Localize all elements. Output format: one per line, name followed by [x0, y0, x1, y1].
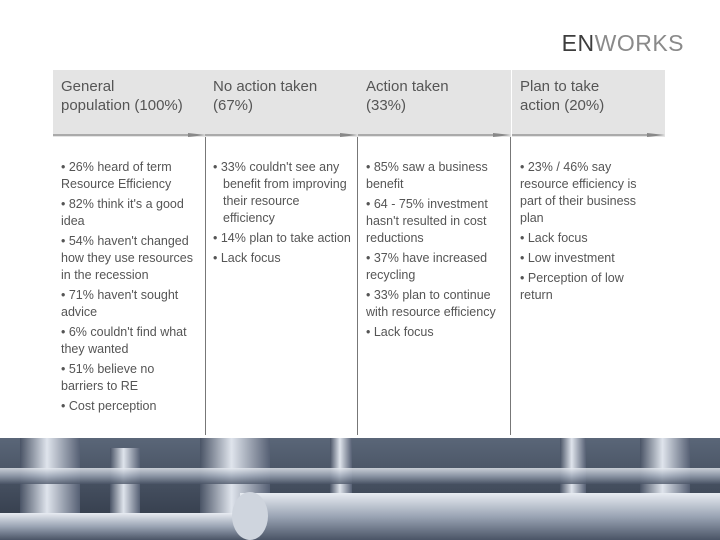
column-body: 85% saw a business benefit64 - 75% inves… — [358, 137, 511, 435]
column: Plan to take action (20%) 23% / 46% say re… — [512, 70, 665, 435]
bullet: 85% saw a business benefit — [366, 159, 504, 193]
column-header: Action taken (33%) — [358, 70, 511, 137]
column-header: No action taken (67%) — [205, 70, 358, 137]
header-arrow — [512, 133, 665, 137]
header-arrow — [53, 133, 206, 137]
bullet: 14% plan to take action — [213, 230, 351, 247]
bullet: 51% believe no barriers to RE — [61, 361, 199, 395]
bullet: Perception of low return — [520, 270, 659, 304]
bullet: Cost perception — [61, 398, 199, 415]
bullet: Lack focus — [213, 250, 351, 267]
header-line: Plan to take — [520, 78, 600, 95]
column-header: Plan to take action (20%) — [512, 70, 665, 137]
column-body: 33% couldn't see any benefit from improv… — [205, 137, 358, 435]
header-line: action (20%) — [520, 97, 605, 114]
header-arrow — [205, 133, 358, 137]
bullet: 82% think it's a good idea — [61, 196, 199, 230]
bullet: 6% couldn't find what they wanted — [61, 324, 199, 358]
logo-light: WORKS — [594, 30, 684, 56]
logo: ENWORKS — [562, 30, 684, 57]
header-line: (67%) — [213, 97, 254, 114]
header-line: General — [61, 78, 115, 95]
header-line: Action taken — [366, 78, 449, 95]
bullet: Lack focus — [366, 324, 504, 341]
column: No action taken (67%) 33% couldn't see any… — [205, 70, 358, 435]
column-body: 26% heard of term Resource Efficiency82%… — [53, 137, 206, 435]
bullet: 37% have increased recycling — [366, 250, 504, 284]
bullet: Low investment — [520, 250, 659, 267]
header-line: population (100%) — [61, 97, 183, 114]
bullet: 33% plan to continue with resource effic… — [366, 287, 504, 321]
column-body: 23% / 46% say resource efficiency is par… — [512, 137, 665, 435]
bullet: 54% haven't changed how they use resourc… — [61, 233, 199, 284]
header-line: No action taken — [213, 78, 318, 95]
bullet: Lack focus — [520, 230, 659, 247]
header-arrow — [358, 133, 511, 137]
bullet: 23% / 46% say resource efficiency is par… — [520, 159, 659, 227]
header-line: (33%) — [366, 97, 407, 114]
column-header: General population (100%) — [53, 70, 206, 137]
bullet: 26% heard of term Resource Efficiency — [61, 159, 199, 193]
bullet: 33% couldn't see any benefit from improv… — [213, 159, 351, 227]
column: General population (100%) 26% heard of ter… — [53, 70, 206, 435]
bullet: 64 - 75% investment hasn't resulted in c… — [366, 196, 504, 247]
logo-strong: EN — [561, 30, 595, 56]
column: Action taken (33%) 85% saw a business bene… — [358, 70, 511, 435]
bullet: 71% haven't sought advice — [61, 287, 199, 321]
pipes-photo — [0, 438, 720, 540]
